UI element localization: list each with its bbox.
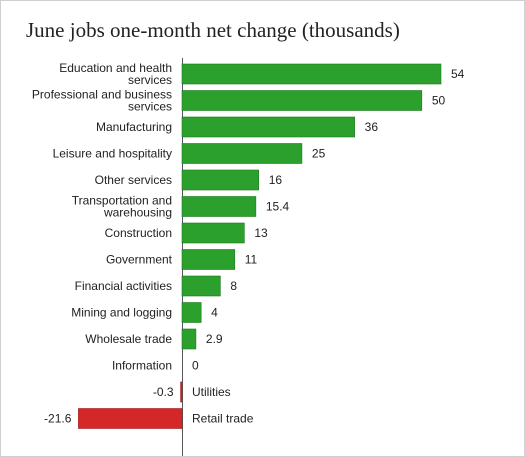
bar-8 xyxy=(181,275,221,297)
value-label-2: 36 xyxy=(365,120,379,134)
category-label-8: Financial activities xyxy=(75,279,172,293)
bar-1 xyxy=(181,90,423,111)
category-label-13: Retail trade xyxy=(192,412,254,426)
value-label-7: 11 xyxy=(245,253,258,267)
category-label-7: Government xyxy=(106,253,173,267)
bar-9 xyxy=(181,302,202,323)
chart-title: June jobs one-month net change (thousand… xyxy=(26,18,400,42)
category-label-4: Other services xyxy=(95,173,172,187)
value-label-4: 16 xyxy=(269,173,283,187)
bar-0 xyxy=(181,63,442,85)
value-label-1: 50 xyxy=(432,94,446,108)
bar-4 xyxy=(181,169,260,191)
value-label-8: 8 xyxy=(230,279,237,293)
category-label-12: Utilities xyxy=(192,385,231,399)
value-label-3: 25 xyxy=(312,147,326,161)
category-label-6: Construction xyxy=(105,226,172,240)
category-label-9: Mining and logging xyxy=(71,306,172,320)
bar-5 xyxy=(181,196,257,217)
bar-3 xyxy=(181,143,303,164)
category-label-0: Education and health services xyxy=(59,61,172,87)
bar-10 xyxy=(181,328,197,350)
category-label-3: Leisure and hospitality xyxy=(53,147,172,161)
bar-13 xyxy=(78,408,183,429)
value-label-5: 15.4 xyxy=(266,200,290,214)
value-label-10: 2.9 xyxy=(206,332,223,346)
value-label-9: 4 xyxy=(211,306,218,320)
category-label-10: Wholesale trade xyxy=(85,332,172,346)
category-label-2: Manufacturing xyxy=(96,120,172,134)
value-label-11: 0 xyxy=(192,359,199,373)
bar-7 xyxy=(181,249,236,270)
category-label-1: Professional and business services xyxy=(32,88,172,114)
category-label-5: Transportation and warehousing xyxy=(72,194,172,220)
category-label-11: Information xyxy=(112,359,172,373)
value-label-0: 54 xyxy=(451,67,465,81)
value-label-6: 13 xyxy=(254,226,268,240)
value-label-12: -0.3 xyxy=(153,385,174,399)
bar-6 xyxy=(181,222,245,244)
bar-12 xyxy=(180,381,183,403)
bar-2 xyxy=(181,116,355,138)
value-label-13: -21.6 xyxy=(44,412,72,426)
